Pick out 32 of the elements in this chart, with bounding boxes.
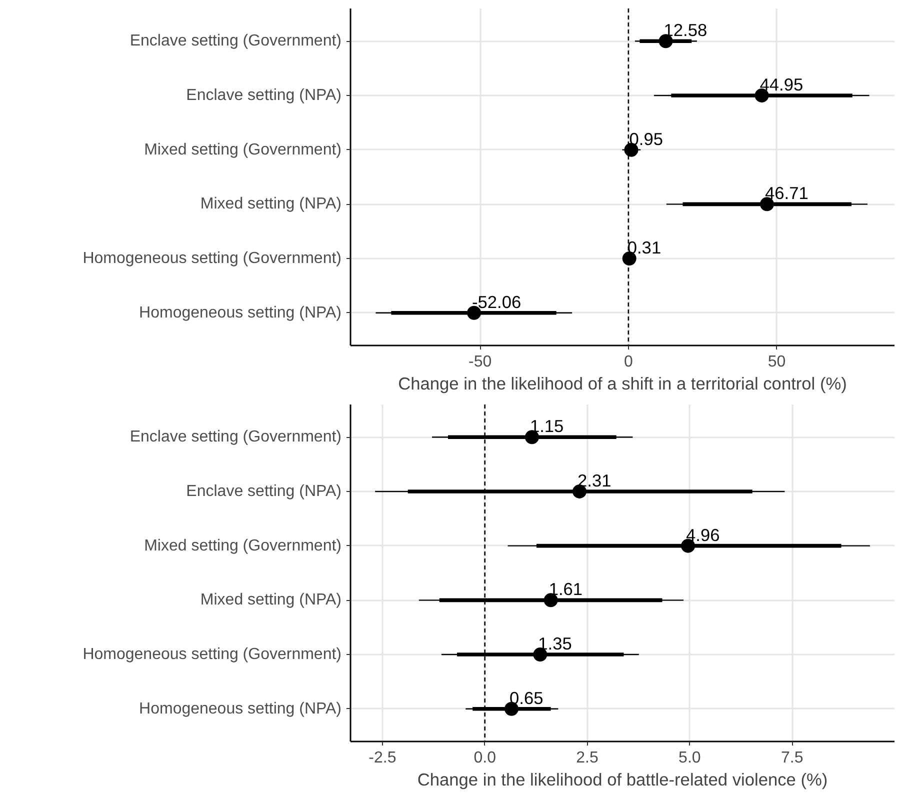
x-tick-label: -50 (468, 354, 492, 370)
data-label: 1.35 (538, 634, 572, 654)
data-label: 1.15 (530, 416, 564, 436)
x-axis-title: Change in the likelihood of a shift in a territorial control (%) (398, 374, 847, 394)
data-label: 46.71 (764, 183, 808, 204)
data-label: 12.58 (664, 20, 708, 40)
y-tick-label: Mixed setting (Government) (144, 537, 342, 554)
x-tick-label: 7.5 (780, 750, 804, 766)
y-tick-label: Homogeneous setting (NPA) (139, 700, 342, 718)
y-tick-label: Mixed setting (Government) (144, 141, 342, 158)
y-tick-label: Homogeneous setting (Government) (82, 646, 342, 664)
y-tick-label: Homogeneous setting (Government) (82, 250, 342, 268)
y-tick-label: Enclave setting (Government) (130, 32, 342, 50)
y-tick-label: Homogeneous setting (NPA) (139, 304, 342, 322)
data-label: 0.95 (629, 128, 663, 149)
y-tick-label: Enclave setting (NPA) (186, 482, 342, 500)
data-label: 44.95 (760, 74, 804, 94)
data-label: 1.61 (548, 579, 583, 600)
x-axis-title: Change in the likelihood of battle-related violence (%) (417, 770, 828, 790)
data-label: -52.06 (472, 292, 522, 312)
data-label: 4.96 (686, 524, 720, 545)
y-tick-label: Mixed setting (NPA) (200, 592, 342, 609)
x-tick-label: -2.5 (368, 750, 396, 766)
x-tick-label: 5.0 (678, 750, 701, 766)
y-tick-label: Enclave setting (Government) (130, 428, 342, 446)
x-tick-label: 0 (624, 354, 633, 370)
y-tick-label: Enclave setting (NPA) (186, 86, 342, 104)
x-tick-label: 2.5 (576, 750, 598, 766)
data-label: 0.65 (509, 688, 544, 708)
x-tick-label: 50 (768, 354, 786, 370)
x-tick-label: 0.0 (474, 750, 496, 766)
y-tick-label: Mixed setting (NPA) (200, 196, 342, 213)
